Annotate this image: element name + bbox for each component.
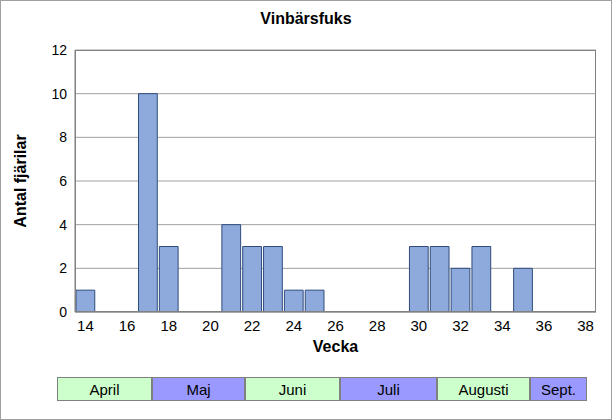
svg-text:Vecka: Vecka: [313, 338, 358, 355]
html-text:Sept.: Sept.: [541, 380, 576, 398]
html-text:Juni: Juni: [278, 380, 307, 398]
html-text:April: April: [89, 380, 120, 398]
html-text:Juli: Juli: [377, 380, 400, 398]
svg-text:10: 10: [51, 86, 67, 102]
svg-text:14: 14: [77, 317, 94, 334]
html-text:Maj: Maj: [186, 380, 211, 398]
svg-text:16: 16: [119, 317, 136, 334]
svg-text:18: 18: [160, 317, 177, 334]
svg-text:4: 4: [59, 217, 67, 233]
svg-text:36: 36: [536, 317, 553, 334]
html-text:Vinbärsfuks: Vinbärsfuks: [260, 10, 352, 27]
svg-text:12: 12: [51, 42, 67, 58]
svg-text:32: 32: [452, 317, 469, 334]
svg-text:38: 38: [577, 317, 594, 334]
svg-text:20: 20: [202, 317, 219, 334]
svg-text:Antal fjärilar: Antal fjärilar: [12, 134, 29, 227]
svg-text:0: 0: [59, 304, 67, 320]
html-text:Augusti: Augusti: [458, 380, 509, 398]
svg-text:26: 26: [327, 317, 344, 334]
svg-text:30: 30: [411, 317, 428, 334]
svg-text:2: 2: [59, 260, 67, 276]
svg-text:34: 34: [494, 317, 511, 334]
svg-text:24: 24: [285, 317, 302, 334]
svg-text:22: 22: [244, 317, 261, 334]
svg-text:6: 6: [59, 173, 67, 189]
svg-text:28: 28: [369, 317, 386, 334]
svg-text:8: 8: [59, 129, 67, 145]
